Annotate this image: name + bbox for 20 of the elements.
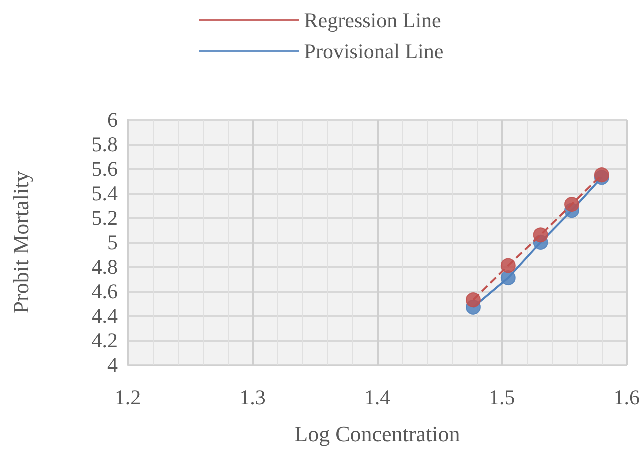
- legend-label: Provisional Line: [304, 40, 444, 64]
- y-tick-label: 5: [108, 230, 118, 254]
- y-tick-label: 6: [108, 108, 118, 132]
- legend-label: Regression Line: [304, 8, 442, 32]
- y-tick-label: 5.6: [92, 157, 118, 181]
- x-tick-label: 1.3: [240, 386, 266, 410]
- y-tick-label: 4.8: [92, 255, 118, 279]
- y-tick-label: 5.2: [92, 206, 118, 230]
- y-tick-label: 4: [108, 353, 118, 377]
- x-axis-title: Log Concentration: [294, 422, 460, 446]
- y-axis-title: Probit Mortality: [8, 171, 34, 314]
- y-tick-label: 4.4: [92, 304, 118, 328]
- y-tick-label: 5.8: [92, 132, 118, 156]
- x-tick-label: 1.4: [364, 386, 392, 410]
- y-tick-label: 5.4: [92, 182, 118, 206]
- y-tick-label: 4.6: [92, 280, 118, 304]
- x-tick-label: 1.5: [489, 386, 516, 410]
- x-tick-label: 1.6: [614, 386, 640, 410]
- x-tick-label: 1.2: [114, 386, 142, 410]
- y-tick-label: 4.2: [92, 328, 118, 352]
